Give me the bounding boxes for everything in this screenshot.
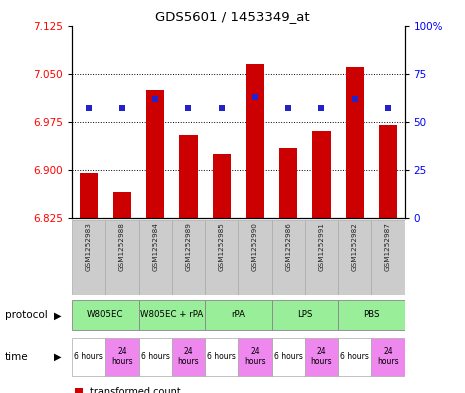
Text: 24
hours: 24 hours xyxy=(311,347,332,366)
Bar xyxy=(80,173,98,218)
Bar xyxy=(105,338,139,376)
Text: ▶: ▶ xyxy=(54,352,62,362)
Bar xyxy=(172,338,205,376)
Text: GSM1252988: GSM1252988 xyxy=(119,222,125,271)
Point xyxy=(218,105,226,112)
Text: 24
hours: 24 hours xyxy=(377,347,399,366)
Text: GSM1252987: GSM1252987 xyxy=(385,222,391,271)
Bar xyxy=(312,131,331,218)
Bar xyxy=(205,220,239,295)
Text: GSM1252989: GSM1252989 xyxy=(186,222,192,271)
Point xyxy=(85,105,93,112)
Bar xyxy=(105,220,139,295)
Bar xyxy=(246,64,264,218)
Bar xyxy=(205,300,272,331)
Bar xyxy=(72,220,105,295)
Text: 6 hours: 6 hours xyxy=(274,352,303,361)
Point xyxy=(295,140,302,147)
Text: ▶: ▶ xyxy=(54,310,62,320)
Text: 6 hours: 6 hours xyxy=(74,352,103,361)
Bar xyxy=(179,135,198,218)
Point xyxy=(384,105,392,112)
Point xyxy=(251,94,259,100)
Bar xyxy=(113,193,131,218)
Bar xyxy=(72,300,139,331)
Text: GSM1252986: GSM1252986 xyxy=(285,222,291,271)
Text: 6 hours: 6 hours xyxy=(207,352,236,361)
Point xyxy=(185,105,192,112)
Bar xyxy=(139,220,172,295)
Bar xyxy=(272,338,305,376)
Text: 24
hours: 24 hours xyxy=(244,347,266,366)
Text: W805EC + rPA: W805EC + rPA xyxy=(140,310,204,319)
Text: GSM1252991: GSM1252991 xyxy=(319,222,325,271)
Text: transformed count: transformed count xyxy=(90,387,181,393)
Text: 6 hours: 6 hours xyxy=(340,352,369,361)
Text: GSM1252990: GSM1252990 xyxy=(252,222,258,271)
Text: W805EC: W805EC xyxy=(87,310,124,319)
Bar xyxy=(239,338,272,376)
Text: LPS: LPS xyxy=(297,310,312,319)
Point xyxy=(118,105,126,112)
Point xyxy=(285,105,292,112)
Bar xyxy=(139,338,172,376)
Bar xyxy=(379,125,397,218)
Bar xyxy=(279,147,297,218)
Bar xyxy=(305,220,338,295)
Text: 24
hours: 24 hours xyxy=(178,347,199,366)
Bar xyxy=(239,220,272,295)
Text: 6 hours: 6 hours xyxy=(141,352,170,361)
Bar xyxy=(146,90,164,218)
Bar xyxy=(338,220,372,295)
Point xyxy=(152,95,159,102)
Bar xyxy=(213,154,231,218)
Text: GSM1252982: GSM1252982 xyxy=(352,222,358,271)
Text: GDS5601 / 1453349_at: GDS5601 / 1453349_at xyxy=(155,10,310,23)
Bar xyxy=(272,220,305,295)
Text: time: time xyxy=(5,352,28,362)
Bar xyxy=(338,338,372,376)
Text: PBS: PBS xyxy=(363,310,379,319)
Bar xyxy=(345,67,364,218)
Bar xyxy=(338,300,405,331)
Bar xyxy=(172,220,205,295)
Text: GSM1252984: GSM1252984 xyxy=(152,222,158,271)
Text: GSM1252983: GSM1252983 xyxy=(86,222,92,271)
Bar xyxy=(72,338,105,376)
Text: 24
hours: 24 hours xyxy=(111,347,133,366)
Bar xyxy=(139,300,205,331)
Bar xyxy=(205,338,239,376)
Bar xyxy=(372,338,405,376)
Bar xyxy=(305,338,338,376)
Point xyxy=(318,105,325,112)
Text: rPA: rPA xyxy=(231,310,246,319)
Text: protocol: protocol xyxy=(5,310,47,320)
Text: GSM1252985: GSM1252985 xyxy=(219,222,225,271)
Point xyxy=(351,95,359,102)
Bar xyxy=(272,300,338,331)
Point xyxy=(295,319,302,325)
Bar xyxy=(372,220,405,295)
